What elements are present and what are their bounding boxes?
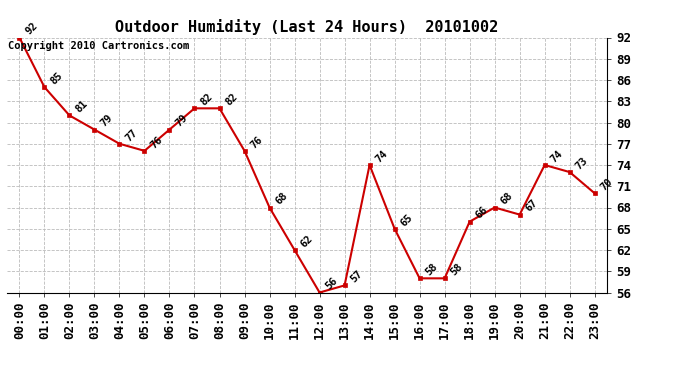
Text: 57: 57 bbox=[348, 269, 364, 285]
Text: 81: 81 bbox=[74, 99, 90, 115]
Text: 70: 70 bbox=[599, 177, 615, 192]
Text: 79: 79 bbox=[99, 113, 115, 129]
Text: 79: 79 bbox=[174, 113, 190, 129]
Text: 56: 56 bbox=[324, 276, 339, 292]
Title: Outdoor Humidity (Last 24 Hours)  20101002: Outdoor Humidity (Last 24 Hours) 2010100… bbox=[115, 19, 499, 35]
Text: 68: 68 bbox=[499, 191, 515, 207]
Text: 73: 73 bbox=[574, 155, 590, 171]
Text: 76: 76 bbox=[148, 134, 164, 150]
Text: 66: 66 bbox=[474, 205, 490, 221]
Text: 58: 58 bbox=[448, 262, 464, 278]
Text: 62: 62 bbox=[299, 233, 315, 249]
Text: 82: 82 bbox=[199, 92, 215, 108]
Text: Copyright 2010 Cartronics.com: Copyright 2010 Cartronics.com bbox=[8, 41, 189, 51]
Text: 74: 74 bbox=[549, 148, 564, 164]
Text: 65: 65 bbox=[399, 212, 415, 228]
Text: 85: 85 bbox=[48, 70, 64, 86]
Text: 74: 74 bbox=[374, 148, 390, 164]
Text: 82: 82 bbox=[224, 92, 239, 108]
Text: 77: 77 bbox=[124, 127, 139, 143]
Text: 58: 58 bbox=[424, 262, 440, 278]
Text: 92: 92 bbox=[23, 21, 39, 37]
Text: 76: 76 bbox=[248, 134, 264, 150]
Text: 68: 68 bbox=[274, 191, 290, 207]
Text: 67: 67 bbox=[524, 198, 540, 214]
